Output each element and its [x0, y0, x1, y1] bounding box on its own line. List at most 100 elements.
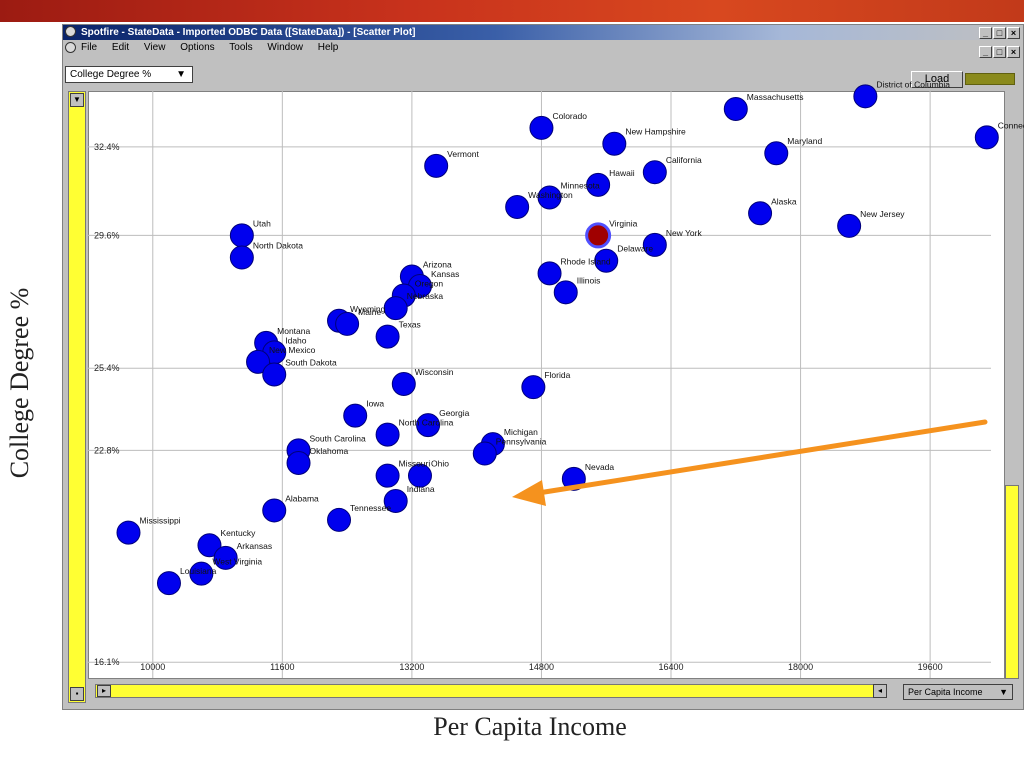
data-point[interactable] — [375, 324, 400, 349]
point-label: Illinois — [577, 275, 601, 285]
point-label: Hawaii — [609, 168, 635, 178]
data-point[interactable] — [375, 463, 400, 488]
annotation-arrow — [512, 419, 988, 506]
data-point[interactable] — [764, 141, 789, 166]
data-point[interactable] — [642, 232, 667, 257]
point-label: Michigan — [504, 427, 538, 437]
data-point[interactable] — [156, 571, 181, 596]
data-point[interactable] — [383, 296, 408, 321]
doc-restore-button[interactable]: □ — [993, 46, 1006, 58]
data-point[interactable] — [585, 222, 612, 249]
data-point[interactable] — [383, 488, 408, 513]
point-label: District of Columbia — [876, 79, 950, 89]
point-label: California — [666, 155, 702, 165]
point-label: Georgia — [439, 408, 470, 418]
data-point[interactable] — [197, 533, 222, 558]
y-axis-selector-value: College Degree % — [70, 69, 152, 80]
data-point[interactable] — [505, 194, 530, 219]
point-label: Rhode Island — [561, 256, 611, 266]
doc-minimize-button[interactable]: _ — [979, 46, 992, 58]
slider-top-handle-icon[interactable]: ▼ — [70, 93, 84, 107]
x-tick-label: 19600 — [918, 662, 943, 672]
load-button[interactable]: Load — [911, 71, 963, 88]
data-point[interactable] — [416, 413, 441, 438]
data-point[interactable] — [853, 84, 878, 109]
data-point[interactable] — [723, 96, 748, 121]
data-point[interactable] — [407, 463, 432, 488]
data-point[interactable] — [586, 172, 611, 197]
data-point[interactable] — [553, 280, 578, 305]
data-point[interactable] — [229, 223, 254, 248]
slider-bottom-handle-icon[interactable]: ▪ — [70, 687, 84, 701]
data-point[interactable] — [335, 311, 360, 336]
window-title: Spotfire - StateData - Imported ODBC Dat… — [81, 27, 416, 38]
slide-x-axis-title: Per Capita Income — [433, 712, 627, 741]
point-label: North Dakota — [253, 241, 303, 251]
menu-file[interactable]: File — [81, 42, 98, 53]
point-label: Arkansas — [237, 541, 272, 551]
chevron-down-icon: ▼ — [999, 687, 1008, 697]
menu-edit[interactable]: Edit — [111, 42, 130, 53]
data-point[interactable] — [642, 160, 667, 185]
slider-right-handle-icon[interactable]: ◂ — [873, 684, 887, 698]
data-point[interactable] — [375, 422, 400, 447]
data-point[interactable] — [974, 125, 999, 150]
annotation-arrow-head — [512, 480, 546, 506]
close-button[interactable]: × — [1007, 27, 1020, 39]
doc-close-button[interactable]: × — [1007, 46, 1020, 58]
data-point[interactable] — [529, 115, 554, 140]
point-label: Virginia — [609, 218, 637, 228]
x-axis-selector-value: Per Capita Income — [908, 687, 983, 697]
document-icon[interactable] — [65, 42, 76, 53]
data-point[interactable] — [424, 153, 449, 178]
data-point[interactable] — [189, 561, 214, 586]
data-point[interactable] — [343, 403, 368, 428]
y-tick-label: 16.1% — [94, 657, 120, 667]
data-point[interactable] — [472, 441, 497, 466]
maximize-button[interactable]: □ — [993, 27, 1006, 39]
data-point[interactable] — [837, 213, 862, 238]
data-point[interactable] — [602, 131, 627, 156]
point-label: Minnesota — [561, 180, 600, 190]
menu-help[interactable]: Help — [317, 42, 339, 53]
x-tick-label: 10000 — [140, 662, 165, 672]
minimize-button[interactable]: _ — [979, 27, 992, 39]
data-point[interactable] — [537, 185, 562, 210]
point-label: Maryland — [787, 136, 822, 146]
point-label: Iowa — [366, 399, 384, 409]
data-point[interactable] — [262, 498, 287, 523]
menu-window[interactable]: Window — [267, 42, 303, 53]
y-tick-label: 32.4% — [94, 142, 120, 152]
point-label: Nebraska — [407, 291, 444, 301]
data-point[interactable] — [116, 520, 141, 545]
data-point[interactable] — [391, 372, 416, 396]
right-range-slider[interactable] — [1005, 485, 1019, 679]
y-tick-label: 25.4% — [94, 363, 120, 373]
data-point[interactable] — [286, 451, 311, 476]
data-point[interactable] — [537, 261, 562, 286]
menu-options[interactable]: Options — [180, 42, 215, 53]
point-label: Missouri — [399, 459, 431, 469]
data-point[interactable] — [229, 245, 254, 270]
point-label: Colorado — [552, 111, 587, 121]
y-axis-selector[interactable]: College Degree % ▼ — [65, 66, 193, 83]
y-tick-label: 29.6% — [94, 230, 120, 240]
y-range-slider[interactable]: ▼ ▪ — [68, 91, 86, 703]
slider-left-handle-icon[interactable]: ▸ — [97, 685, 111, 697]
menu-view[interactable]: View — [143, 42, 166, 53]
data-point[interactable] — [327, 507, 352, 532]
data-point[interactable] — [246, 349, 271, 374]
x-axis-selector[interactable]: Per Capita Income ▼ — [903, 684, 1013, 700]
data-point[interactable] — [213, 545, 238, 570]
data-point[interactable] — [748, 201, 773, 226]
app-icon — [65, 26, 76, 37]
point-label: Delaware — [617, 244, 653, 254]
x-range-slider[interactable]: ▸ — [95, 684, 885, 698]
window-titlebar[interactable]: Spotfire - StateData - Imported ODBC Dat… — [63, 25, 1023, 40]
data-point[interactable] — [262, 362, 287, 387]
point-label: Washington — [528, 190, 573, 200]
data-point[interactable] — [594, 248, 619, 273]
menu-tools[interactable]: Tools — [229, 42, 253, 53]
data-point[interactable] — [521, 375, 546, 400]
